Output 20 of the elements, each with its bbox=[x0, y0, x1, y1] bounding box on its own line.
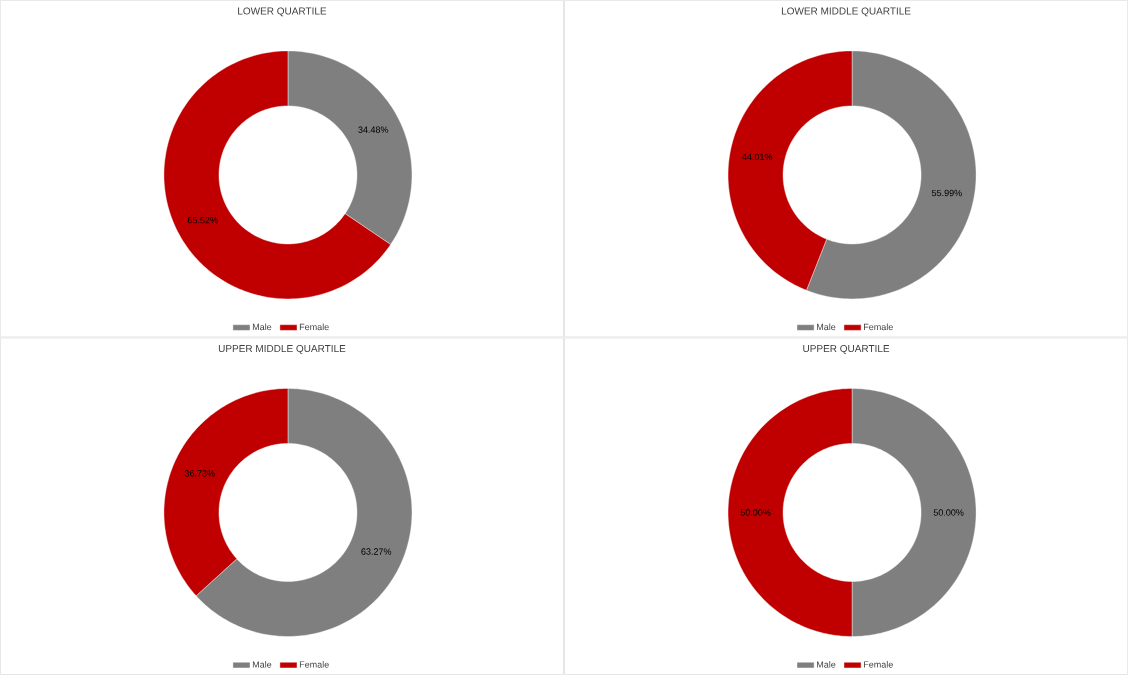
data-label: 50.00% bbox=[740, 509, 771, 516]
legend-label: Female bbox=[864, 661, 893, 668]
chart-title: LOWER QUARTILE bbox=[238, 7, 327, 17]
data-label: 36.73% bbox=[184, 470, 215, 477]
legend-label: Male bbox=[817, 323, 836, 331]
data-label: 44.01% bbox=[742, 153, 773, 161]
legend-label: Female bbox=[299, 661, 329, 668]
data-label: 63.27% bbox=[361, 548, 392, 555]
legend-label: Male bbox=[252, 661, 272, 668]
data-label: 50.00% bbox=[933, 509, 964, 516]
chart-title: LOWER MIDDLE QUARTILE bbox=[781, 7, 911, 17]
legend-label: Female bbox=[299, 323, 329, 331]
legend-label: Male bbox=[817, 661, 836, 668]
data-label: 34.48% bbox=[358, 126, 389, 133]
chart-title: UPPER QUARTILE bbox=[803, 345, 890, 354]
data-label: 65.52% bbox=[187, 217, 218, 224]
legend-label: Male bbox=[252, 323, 272, 331]
chart-title: UPPER MIDDLE QUARTILE bbox=[218, 345, 346, 354]
legend-label: Female bbox=[864, 323, 893, 331]
data-label: 55.99% bbox=[931, 189, 962, 197]
